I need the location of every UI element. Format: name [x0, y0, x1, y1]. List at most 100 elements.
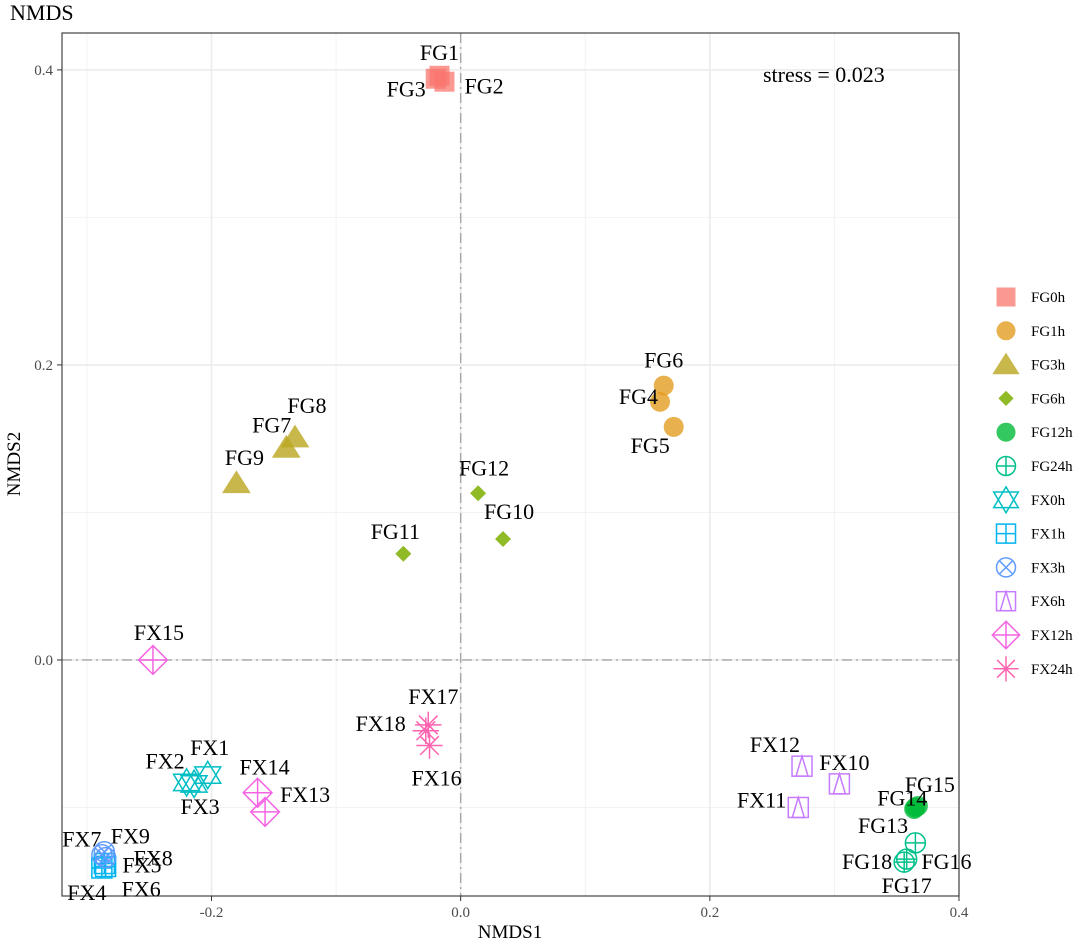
- legend-item-FX6h: FX6h: [995, 589, 1066, 612]
- data-points: [91, 65, 928, 879]
- series-FX3h: [91, 840, 117, 869]
- point-label-FX4: FX4: [67, 880, 106, 905]
- point-label-FG16: FG16: [921, 849, 971, 874]
- point-label-FX8: FX8: [134, 846, 173, 871]
- point-label-FG17: FG17: [882, 873, 932, 898]
- plot-border: [61, 32, 960, 897]
- y-tick-label: 0.4: [34, 63, 53, 79]
- point-label-FG11: FG11: [371, 519, 420, 544]
- point-label-FG3: FG3: [387, 77, 426, 102]
- axis-ticks: -0.2 0.0 0.2 0.4 0.0 0.2 0.4: [34, 63, 969, 921]
- legend-item-FG3h: FG3h: [992, 352, 1066, 375]
- point-label-FX6: FX6: [122, 876, 161, 901]
- legend-label-FX12h: FX12h: [1031, 628, 1073, 644]
- legend-item-FG1h: FG1h: [996, 321, 1066, 341]
- legend-item-FG0h: FG0h: [996, 287, 1066, 307]
- point-FX10: [828, 771, 851, 795]
- series-FG12h: [904, 796, 928, 819]
- legend-item-FX12h: FX12h: [991, 620, 1073, 650]
- x-axis-title: NMDS1: [478, 922, 542, 943]
- point-label-FX1: FX1: [190, 735, 229, 760]
- legend-label-FX3h: FX3h: [1031, 560, 1066, 576]
- point-FX12: [791, 753, 813, 777]
- point-FG17: [895, 848, 918, 870]
- legend-key-FG12h: [996, 422, 1016, 442]
- legend-label-FG6h: FG6h: [1031, 391, 1066, 407]
- point-label-FG15: FG15: [905, 772, 955, 797]
- legend-item-FX1h: FX1h: [995, 523, 1066, 544]
- point-FX14: [242, 777, 274, 809]
- point-label-FX16: FX16: [411, 766, 461, 791]
- x-tick-label: 0.2: [700, 905, 719, 921]
- stress-annotation: stress = 0.023: [763, 62, 885, 87]
- series-FG0h: [425, 65, 455, 92]
- legend-key-FX12h: [991, 620, 1021, 650]
- point-label-FX2: FX2: [145, 748, 184, 773]
- point-label-FX7: FX7: [62, 827, 101, 852]
- point-label-FX13: FX13: [280, 782, 330, 807]
- legend-key-FX3h: [995, 557, 1017, 578]
- legend-item-FG12h: FG12h: [996, 422, 1073, 442]
- point-FG9: [222, 470, 251, 494]
- series-FG1h: [650, 375, 684, 437]
- legend: FG0h FG1h FG3h FG6h FG12h FG24h FX0h FX1h FX3h FX…: [991, 287, 1073, 682]
- point-FX16: [416, 732, 443, 759]
- point-label-FX5: FX5: [122, 853, 161, 878]
- series-FG24h: [893, 832, 927, 873]
- x-tick-label: 0.0: [451, 905, 470, 921]
- legend-key-FG6h: [998, 390, 1014, 406]
- point-label-FG1: FG1: [420, 40, 459, 65]
- point-label-FG14: FG14: [877, 785, 927, 810]
- y-axis-title: NMDS2: [4, 432, 25, 496]
- point-label-FG12: FG12: [459, 455, 509, 480]
- legend-label-FG24h: FG24h: [1031, 459, 1073, 475]
- point-label-FG7: FG7: [252, 413, 291, 438]
- reference-lines: [62, 33, 959, 896]
- legend-label-FG1h: FG1h: [1031, 324, 1066, 340]
- point-label-FX9: FX9: [111, 824, 150, 849]
- point-label-FX10: FX10: [819, 750, 869, 775]
- point-FX13: [249, 796, 281, 828]
- point-FG10: [495, 530, 512, 547]
- series-FG6h: [395, 485, 512, 562]
- point-label-FX12: FX12: [750, 732, 800, 757]
- legend-key-FG1h: [996, 321, 1016, 341]
- point-FG3: [425, 68, 446, 89]
- legend-label-FX1h: FX1h: [1031, 527, 1066, 543]
- point-FX6: [94, 855, 117, 878]
- point-FX15: [137, 644, 169, 676]
- point-label-FG10: FG10: [484, 499, 534, 524]
- legend-key-FX1h: [995, 523, 1017, 544]
- legend-label-FX0h: FX0h: [1031, 493, 1066, 509]
- point-label-FX11: FX11: [737, 787, 786, 812]
- legend-label-FX6h: FX6h: [1031, 594, 1066, 610]
- series-FG3h: [222, 424, 310, 494]
- series-FX0h: [172, 759, 223, 800]
- series-FX24h: [412, 711, 443, 759]
- point-label-FG9: FG9: [225, 445, 264, 470]
- legend-label-FG3h: FG3h: [1031, 358, 1066, 374]
- point-label-FG2: FG2: [464, 74, 503, 99]
- point-label-FG13: FG13: [858, 813, 908, 838]
- point-label-FG18: FG18: [842, 849, 892, 874]
- y-tick-label: 0.2: [34, 358, 53, 374]
- point-FX1: [193, 759, 223, 791]
- legend-item-FX3h: FX3h: [995, 557, 1066, 578]
- point-label-FX14: FX14: [240, 755, 290, 780]
- legend-label-FX24h: FX24h: [1031, 662, 1073, 678]
- legend-key-FG3h: [992, 352, 1020, 375]
- x-tick-label: 0.4: [950, 905, 969, 921]
- y-tick-label: 0.0: [34, 653, 53, 669]
- legend-key-FX6h: [995, 589, 1017, 612]
- point-FX18: [412, 717, 439, 744]
- point-label-FG4: FG4: [619, 384, 658, 409]
- chart-title: NMDS: [10, 0, 74, 25]
- point-FG6: [653, 375, 674, 396]
- point-label-FX3: FX3: [180, 794, 219, 819]
- legend-key-FG24h: [995, 455, 1017, 477]
- point-FG7: [271, 434, 301, 458]
- legend-item-FG6h: FG6h: [998, 390, 1066, 407]
- series-FX12h: [137, 644, 281, 828]
- series-FX6h: [787, 753, 851, 819]
